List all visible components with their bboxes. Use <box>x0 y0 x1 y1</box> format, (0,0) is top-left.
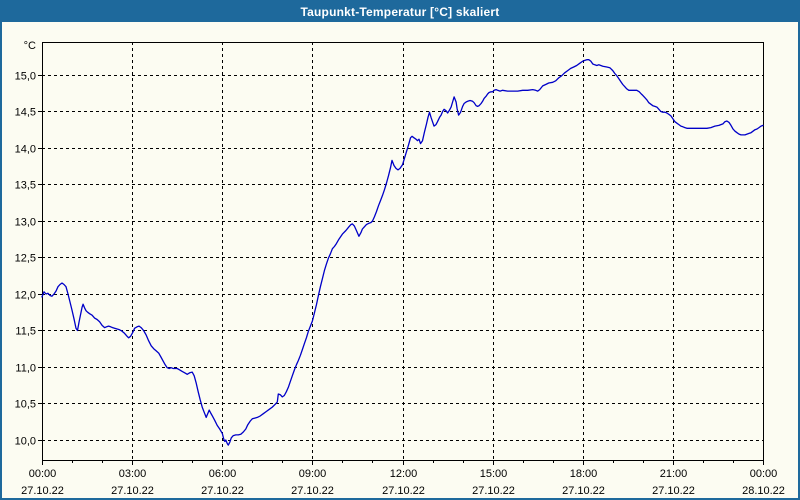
x-tick-date-label: 27.10.22 <box>652 485 695 497</box>
temperature-line <box>41 59 764 446</box>
y-tick-label: 10,5 <box>15 399 36 411</box>
x-tick-date-label: 27.10.22 <box>111 485 154 497</box>
x-tick-time-label: 18:00 <box>570 468 598 480</box>
x-tick-date-label: 27.10.22 <box>472 485 515 497</box>
x-tick-time-label: 00:00 <box>750 468 778 480</box>
y-tick-label: 13,0 <box>15 217 36 229</box>
x-tick-time-label: 03:00 <box>119 468 147 480</box>
y-tick-label: 14,5 <box>15 107 36 119</box>
title-bar: Taupunkt-Temperatur [°C] skaliert <box>2 2 798 22</box>
x-tick-time-label: 09:00 <box>299 468 327 480</box>
window-title: Taupunkt-Temperatur [°C] skaliert <box>300 5 500 19</box>
x-tick-time-label: 00:00 <box>29 468 57 480</box>
plot-border <box>42 42 764 461</box>
y-axis-unit-label: °C <box>24 40 36 52</box>
x-tick-time-label: 21:00 <box>660 468 688 480</box>
y-tick-label: 12,5 <box>15 253 36 265</box>
x-tick-time-label: 06:00 <box>209 468 237 480</box>
x-tick-date-label: 27.10.22 <box>382 485 425 497</box>
x-tick-date-label: 28.10.22 <box>742 485 785 497</box>
x-tick-date-label: 27.10.22 <box>21 485 64 497</box>
x-tick-date-label: 27.10.22 <box>201 485 244 497</box>
y-tick-label: 11,5 <box>15 326 36 338</box>
x-tick-date-label: 27.10.22 <box>562 485 605 497</box>
y-tick-label: 11,0 <box>15 363 36 375</box>
y-tick-label: 13,5 <box>15 180 36 192</box>
x-tick-time-label: 15:00 <box>480 468 508 480</box>
y-tick-label: 14,0 <box>15 144 36 156</box>
y-tick-label: 10,0 <box>15 436 36 448</box>
y-tick-label: 15,0 <box>15 71 36 83</box>
y-tick-label: 12,0 <box>15 290 36 302</box>
x-tick-time-label: 12:00 <box>390 468 418 480</box>
x-tick-date-label: 27.10.22 <box>291 485 334 497</box>
